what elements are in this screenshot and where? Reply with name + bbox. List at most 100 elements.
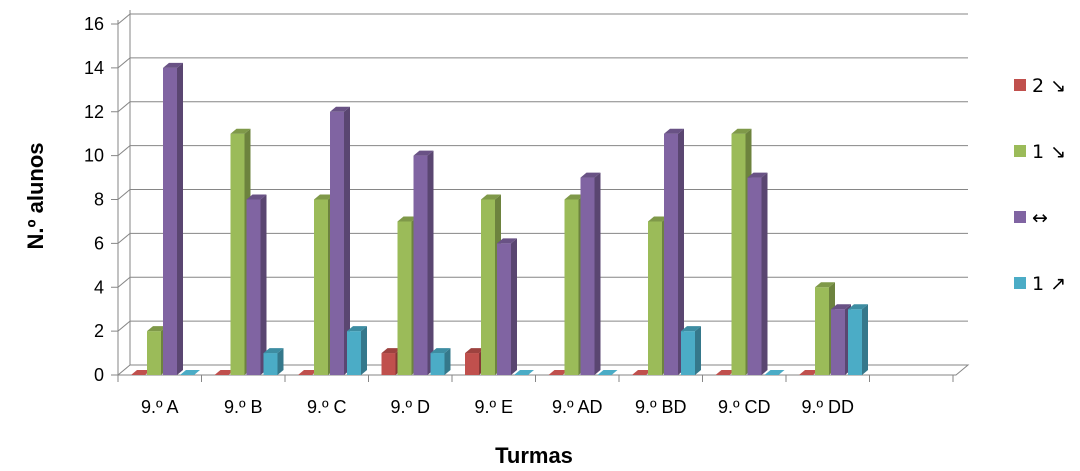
bar-top bbox=[430, 348, 451, 354]
gridline-side-6 bbox=[117, 232, 131, 244]
bar-front bbox=[263, 353, 278, 375]
bar-top bbox=[465, 348, 485, 354]
bar bbox=[298, 370, 318, 375]
bar-top bbox=[214, 370, 235, 375]
bar bbox=[848, 304, 868, 375]
bar-side bbox=[862, 304, 868, 375]
bar-top bbox=[580, 172, 601, 178]
bar-side bbox=[277, 348, 284, 375]
bar-top bbox=[163, 62, 183, 68]
bar-front bbox=[430, 353, 445, 375]
gridline-side-12 bbox=[117, 101, 131, 113]
bar-side bbox=[761, 172, 768, 375]
bar-front bbox=[848, 309, 862, 375]
bar bbox=[514, 370, 534, 375]
bar bbox=[580, 172, 601, 375]
y-tick-label: 8 bbox=[94, 190, 104, 210]
y-tick-label: 16 bbox=[84, 14, 104, 34]
y-tick-label: 4 bbox=[94, 277, 104, 297]
bar-front bbox=[564, 199, 579, 375]
bar-top bbox=[131, 370, 151, 375]
bar bbox=[465, 348, 485, 375]
y-tick-label: 14 bbox=[84, 58, 104, 78]
bar-top bbox=[298, 370, 318, 375]
bar bbox=[246, 194, 267, 375]
x-tick-label: 9.º D bbox=[390, 397, 430, 417]
bar-front bbox=[330, 111, 344, 375]
bar-side bbox=[177, 62, 183, 375]
x-tick-label: 9.º BD bbox=[635, 397, 687, 417]
bar-front bbox=[731, 133, 746, 375]
bar bbox=[214, 370, 235, 375]
bar-front bbox=[314, 199, 328, 375]
bar-top bbox=[715, 370, 736, 375]
bar bbox=[597, 370, 618, 375]
bar bbox=[131, 370, 151, 375]
gridline-side-14 bbox=[117, 57, 131, 69]
legend-item: ↔ bbox=[1014, 207, 1048, 229]
y-tick-label: 2 bbox=[94, 321, 104, 341]
bar-front bbox=[465, 353, 479, 375]
bar bbox=[163, 62, 183, 375]
bar-top bbox=[413, 150, 434, 156]
gridline-side-10 bbox=[117, 145, 131, 157]
bar bbox=[263, 348, 284, 375]
bar-front bbox=[681, 331, 695, 375]
bar-top bbox=[514, 370, 534, 375]
bar-side bbox=[695, 326, 701, 375]
bar-top bbox=[731, 128, 752, 134]
bar-top bbox=[848, 304, 868, 310]
bar-side bbox=[444, 348, 451, 375]
bar-top bbox=[664, 128, 684, 134]
legend-item: 1 ↘ bbox=[1014, 141, 1066, 163]
y-tick-label: 10 bbox=[84, 146, 104, 166]
bar-top bbox=[314, 194, 334, 200]
bar bbox=[764, 370, 785, 375]
x-tick-label: 9.º DD bbox=[801, 397, 854, 417]
legend-swatch bbox=[1014, 79, 1026, 91]
bar-front bbox=[413, 155, 428, 375]
gridline-side-2 bbox=[117, 320, 131, 332]
legend-label: 1 ↗ bbox=[1032, 273, 1066, 295]
x-axis-title: Turmas bbox=[495, 443, 573, 468]
bar-top bbox=[815, 282, 835, 288]
x-tick-label: 9.º C bbox=[307, 397, 347, 417]
bar bbox=[430, 348, 451, 375]
bar-front bbox=[664, 133, 678, 375]
bar-front bbox=[163, 67, 177, 375]
legend-swatch bbox=[1014, 145, 1026, 157]
legend: 2 ↘ 1 ↘ ↔ 1 ↗ bbox=[1014, 75, 1066, 295]
bar-top bbox=[481, 194, 501, 200]
legend-label: 2 ↘ bbox=[1032, 75, 1066, 97]
bar-top bbox=[799, 370, 819, 375]
y-tick-label: 0 bbox=[94, 365, 104, 385]
y-tick-label: 6 bbox=[94, 233, 104, 253]
bar-front bbox=[580, 177, 595, 375]
bar-side bbox=[678, 128, 684, 375]
bar-side bbox=[594, 172, 601, 375]
bar-top bbox=[548, 370, 569, 375]
bar-front bbox=[815, 287, 829, 375]
bar-front bbox=[347, 331, 361, 375]
bar-front bbox=[246, 199, 261, 375]
bar bbox=[548, 370, 569, 375]
bar-side bbox=[361, 326, 367, 375]
gridline-side-4 bbox=[117, 276, 131, 288]
bar bbox=[715, 370, 736, 375]
bar-front bbox=[230, 133, 245, 375]
bar-top bbox=[180, 370, 200, 375]
bar bbox=[330, 106, 350, 375]
bar-top bbox=[230, 128, 251, 134]
gridline-side-8 bbox=[117, 189, 131, 200]
bar-top bbox=[764, 370, 785, 375]
bar-front bbox=[381, 353, 396, 375]
legend-item: 2 ↘ bbox=[1014, 75, 1066, 97]
bar-top bbox=[497, 238, 517, 244]
bar-top bbox=[681, 326, 701, 332]
bar bbox=[180, 370, 200, 375]
bar-front bbox=[497, 243, 511, 375]
bar-top bbox=[632, 370, 652, 375]
x-tick-label: 9.º A bbox=[141, 397, 179, 417]
bar-front bbox=[481, 199, 495, 375]
legend-swatch bbox=[1014, 211, 1026, 223]
